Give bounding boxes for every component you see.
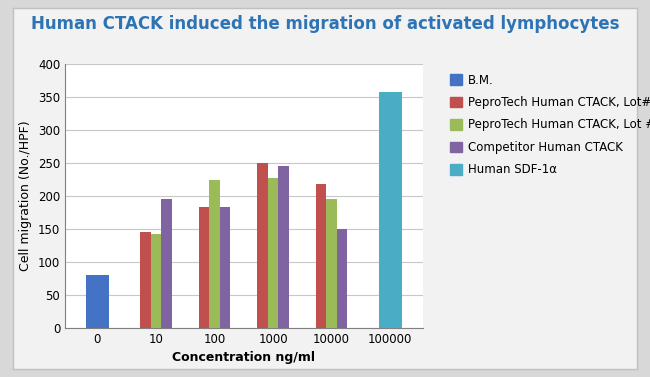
Text: Human CTACK induced the migration of activated lymphocytes: Human CTACK induced the migration of act… [31,15,619,33]
Bar [161,199,172,328]
Bar [278,166,289,328]
Bar [379,92,402,328]
Legend: B.M., PeproTech Human CTACK, Lot# 1, PeproTech Human CTACK, Lot #2, Competitor H: B.M., PeproTech Human CTACK, Lot# 1, Pep… [447,70,650,180]
Bar [199,207,209,328]
X-axis label: Concentration ng/ml: Concentration ng/ml [172,351,315,365]
Bar [326,199,337,328]
Bar [220,207,230,328]
Bar [268,178,278,328]
Y-axis label: Cell migration (No./HPF): Cell migration (No./HPF) [20,121,32,271]
Bar [140,232,151,328]
Bar [86,275,109,328]
Bar [316,184,326,328]
Bar [151,234,161,328]
Bar [257,163,268,328]
Bar [209,180,220,328]
Bar [337,229,348,328]
